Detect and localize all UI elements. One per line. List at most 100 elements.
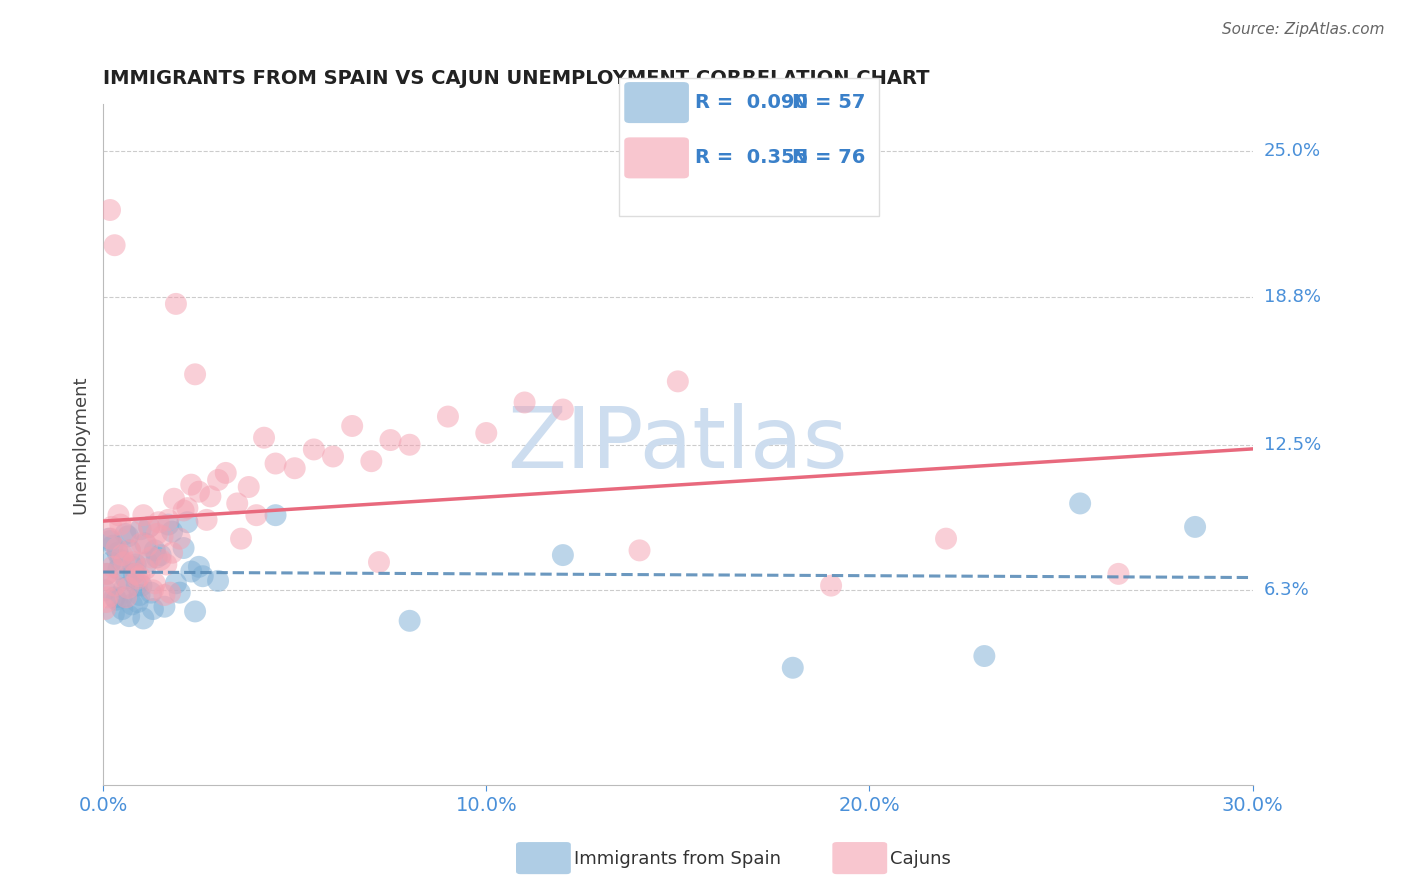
- Point: [820, 579, 842, 593]
- Point: [131, 579, 153, 593]
- Point: [380, 433, 402, 447]
- Point: [155, 558, 177, 572]
- Point: [136, 539, 159, 553]
- Text: ZIPatlas: ZIPatlas: [508, 403, 848, 486]
- Point: [152, 529, 174, 543]
- Point: [142, 583, 165, 598]
- Point: [138, 520, 160, 534]
- Point: [176, 501, 198, 516]
- Point: [184, 368, 207, 382]
- Point: [96, 595, 118, 609]
- Point: [139, 550, 162, 565]
- Point: [97, 574, 120, 588]
- Point: [125, 579, 148, 593]
- Text: Cajuns: Cajuns: [890, 850, 950, 868]
- Point: [200, 489, 222, 503]
- Point: [264, 457, 287, 471]
- Point: [96, 566, 118, 581]
- Point: [118, 543, 141, 558]
- Point: [131, 536, 153, 550]
- Point: [111, 548, 134, 562]
- Point: [368, 555, 391, 569]
- Point: [97, 532, 120, 546]
- Point: [112, 581, 135, 595]
- Point: [100, 555, 122, 569]
- Point: [284, 461, 307, 475]
- Point: [121, 524, 143, 539]
- Point: [127, 572, 149, 586]
- Point: [513, 395, 536, 409]
- Point: [226, 496, 249, 510]
- Point: [111, 602, 134, 616]
- Point: [136, 555, 159, 569]
- Text: IMMIGRANTS FROM SPAIN VS CAJUN UNEMPLOYMENT CORRELATION CHART: IMMIGRANTS FROM SPAIN VS CAJUN UNEMPLOYM…: [103, 69, 929, 87]
- Point: [128, 588, 150, 602]
- Point: [117, 529, 139, 543]
- Point: [122, 566, 145, 581]
- Point: [628, 543, 651, 558]
- Point: [398, 438, 420, 452]
- Text: Immigrants from Spain: Immigrants from Spain: [574, 850, 780, 868]
- Point: [153, 599, 176, 614]
- Text: R =  0.355: R = 0.355: [695, 148, 808, 168]
- Point: [118, 543, 141, 558]
- Point: [114, 527, 136, 541]
- Point: [134, 536, 156, 550]
- Point: [134, 562, 156, 576]
- Point: [132, 508, 155, 523]
- Point: [145, 550, 167, 565]
- Point: [97, 591, 120, 605]
- Point: [475, 425, 498, 440]
- Point: [253, 431, 276, 445]
- Point: [94, 583, 117, 598]
- Text: N = 57: N = 57: [792, 93, 865, 112]
- Point: [103, 607, 125, 621]
- Point: [132, 611, 155, 625]
- Point: [148, 515, 170, 529]
- Point: [159, 585, 181, 599]
- Point: [98, 533, 121, 548]
- Text: R =  0.090: R = 0.090: [695, 93, 807, 112]
- Point: [143, 576, 166, 591]
- Text: 18.8%: 18.8%: [1264, 288, 1322, 306]
- Point: [340, 419, 363, 434]
- Point: [245, 508, 267, 523]
- Point: [115, 572, 138, 586]
- Point: [94, 602, 117, 616]
- Point: [215, 466, 238, 480]
- Point: [187, 559, 209, 574]
- Point: [1184, 520, 1206, 534]
- Point: [112, 555, 135, 569]
- Point: [110, 517, 132, 532]
- Point: [98, 202, 121, 217]
- Point: [302, 442, 325, 457]
- Point: [229, 532, 252, 546]
- Point: [100, 520, 122, 534]
- Point: [143, 543, 166, 558]
- Point: [110, 553, 132, 567]
- Point: [207, 473, 229, 487]
- Point: [149, 548, 172, 562]
- Point: [107, 508, 129, 523]
- Text: 25.0%: 25.0%: [1264, 143, 1322, 161]
- Point: [107, 562, 129, 576]
- Point: [157, 513, 180, 527]
- Point: [666, 375, 689, 389]
- Point: [104, 579, 127, 593]
- Point: [238, 480, 260, 494]
- Point: [264, 508, 287, 523]
- Point: [973, 648, 995, 663]
- Point: [551, 402, 574, 417]
- Point: [118, 609, 141, 624]
- Point: [122, 559, 145, 574]
- Point: [153, 588, 176, 602]
- Point: [165, 297, 187, 311]
- Point: [125, 566, 148, 581]
- Point: [100, 532, 122, 546]
- Point: [107, 546, 129, 560]
- Point: [322, 450, 344, 464]
- Point: [187, 484, 209, 499]
- Point: [551, 548, 574, 562]
- Point: [160, 524, 183, 539]
- Point: [360, 454, 382, 468]
